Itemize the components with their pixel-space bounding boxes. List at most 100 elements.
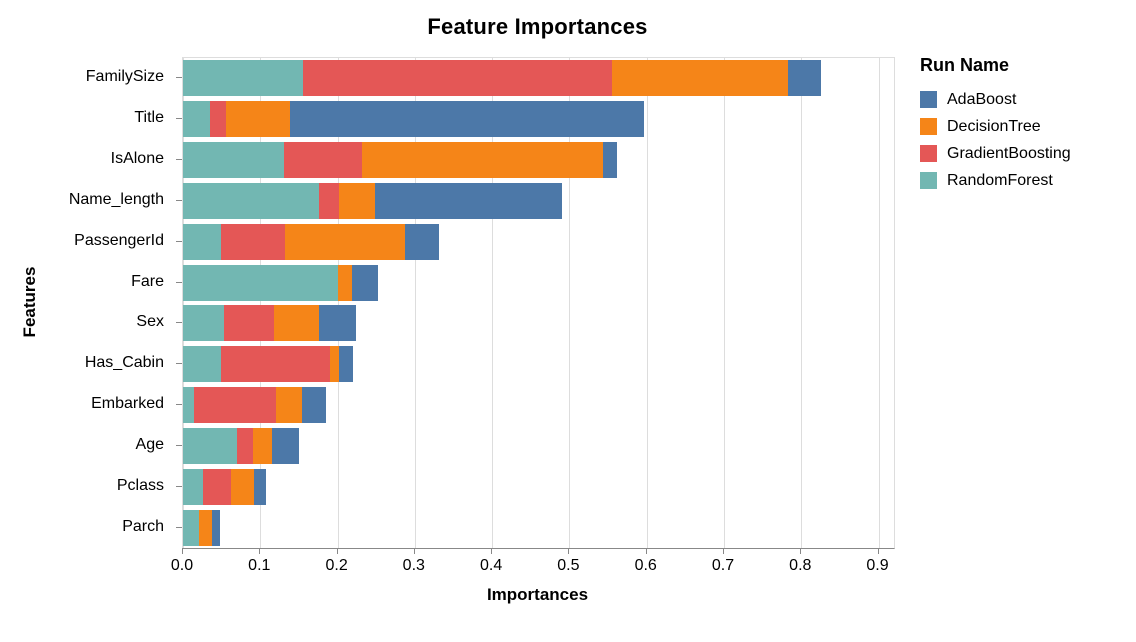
bar-segment-decisiontree [230, 468, 255, 505]
bar-segment-randomforest [183, 387, 194, 424]
bar-segment-decisiontree [225, 101, 291, 138]
y-tick-mark [176, 485, 182, 487]
bar-segment-randomforest [183, 346, 221, 383]
bar-segment-gradientboosting [283, 142, 363, 179]
y-tick-mark [176, 404, 182, 406]
bar-row-fare [183, 264, 894, 301]
gridline [569, 58, 571, 548]
legend-title: Run Name [920, 55, 1010, 75]
bar-segment-randomforest [183, 142, 284, 179]
y-tick-mark [176, 77, 182, 79]
x-tick-mark [259, 548, 261, 554]
bar-segment-decisiontree [611, 60, 789, 97]
x-tick-label: 0.0 [170, 557, 194, 574]
x-tick-mark [336, 548, 338, 554]
gridline [260, 58, 262, 548]
bar-segment-adaboost [302, 387, 326, 424]
gridline [801, 58, 803, 548]
gridline [414, 58, 416, 548]
x-axis-title: Importances [486, 585, 589, 604]
bar-segment-decisiontree [362, 142, 604, 179]
y-tick-label: Pclass [116, 476, 164, 494]
x-tick-mark [182, 548, 183, 554]
y-tick-label: Title [134, 109, 164, 127]
bar-row-title [183, 101, 894, 138]
bar-segment-gradientboosting [203, 468, 231, 505]
y-tick-label: PassengerId [74, 231, 164, 249]
x-tick-label: 0.1 [248, 557, 271, 574]
y-tick-label: IsAlone [110, 150, 164, 168]
y-tick-mark [176, 526, 182, 528]
bar-segment-randomforest [183, 305, 224, 342]
gridline [646, 58, 648, 548]
bar-segment-randomforest [183, 182, 319, 219]
chart-title: Feature Importances [427, 14, 648, 39]
x-tick-mark [723, 548, 724, 554]
bar-segment-gradientboosting [193, 387, 276, 424]
bar-segment-randomforest [183, 101, 210, 138]
bar-segment-adaboost [290, 101, 644, 138]
bar-segment-gradientboosting [224, 305, 275, 342]
bar-segment-decisiontree [199, 509, 213, 546]
bar-segment-randomforest [183, 468, 204, 505]
bar-segment-adaboost [352, 264, 378, 301]
legend-label: DecisionTree [947, 117, 1041, 135]
legend-label: GradientBoosting [947, 144, 1071, 162]
y-axis-labels: FamilySize Title IsAlone Name_length Passeng… [0, 57, 174, 547]
y-tick-label: Name_length [68, 190, 164, 208]
bar-segment-gradientboosting [302, 60, 612, 97]
bar-row-has_cabin [183, 346, 894, 383]
y-tick-label: Age [135, 435, 164, 453]
bar-segment-adaboost [374, 182, 563, 219]
x-tick-mark [645, 548, 647, 554]
y-tick-mark [176, 159, 182, 161]
bar-segment-adaboost [404, 223, 439, 260]
x-tick-label: 0.6 [634, 557, 657, 574]
y-tick-mark [176, 444, 182, 446]
bar-row-isalone [183, 142, 894, 179]
x-tick-mark [568, 548, 570, 554]
bar-segment-gradientboosting [237, 427, 253, 464]
bar-segment-gradientboosting [319, 182, 340, 219]
y-tick-label: FamilySize [85, 68, 164, 86]
legend-swatch-icon [920, 118, 937, 135]
legend-label: AdaBoost [947, 90, 1017, 108]
bar-segment-decisiontree [252, 427, 272, 464]
bar-segment-randomforest [183, 509, 200, 546]
bar-segment-adaboost [788, 60, 821, 97]
x-tick-label: 0.2 [325, 557, 348, 574]
bar-segment-gradientboosting [220, 346, 330, 383]
legend-items: AdaBoost DecisionTree GradientBoosting Rand… [920, 86, 1071, 194]
bar-segment-decisiontree [339, 182, 375, 219]
x-tick-label: 0.8 [789, 557, 812, 574]
gridline [724, 58, 725, 548]
legend-swatch-icon [920, 145, 937, 162]
legend-swatch-icon [920, 91, 937, 108]
y-tick-label: Parch [122, 517, 164, 535]
bar-segment-randomforest [183, 223, 221, 260]
bar-segment-adaboost [212, 509, 221, 546]
bar-segment-randomforest [183, 427, 238, 464]
bar-row-sex [183, 305, 894, 342]
bar-row-pclass [183, 468, 894, 505]
bar-row-embarked [183, 387, 894, 424]
legend-item-adaboost: AdaBoost [920, 86, 1071, 113]
bar-row-name_length [183, 182, 894, 219]
bar-segment-gradientboosting [210, 101, 226, 138]
x-tick-label: 0.4 [479, 557, 503, 574]
bar-segment-adaboost [603, 142, 618, 179]
y-tick-mark [176, 281, 182, 283]
y-tick-mark [176, 199, 182, 201]
legend-item-gradientboosting: GradientBoosting [920, 140, 1071, 167]
x-tick-label: 0.7 [711, 557, 735, 574]
bar-segment-decisiontree [274, 305, 319, 342]
bar-segment-adaboost [271, 427, 299, 464]
x-tick-mark [491, 548, 493, 554]
bar-segment-adaboost [339, 346, 353, 383]
y-tick-mark [176, 322, 182, 324]
y-tick-label: Sex [136, 313, 164, 331]
bar-segment-decisiontree [275, 387, 302, 424]
bar-row-passengerid [183, 223, 894, 260]
gridline [183, 58, 184, 548]
